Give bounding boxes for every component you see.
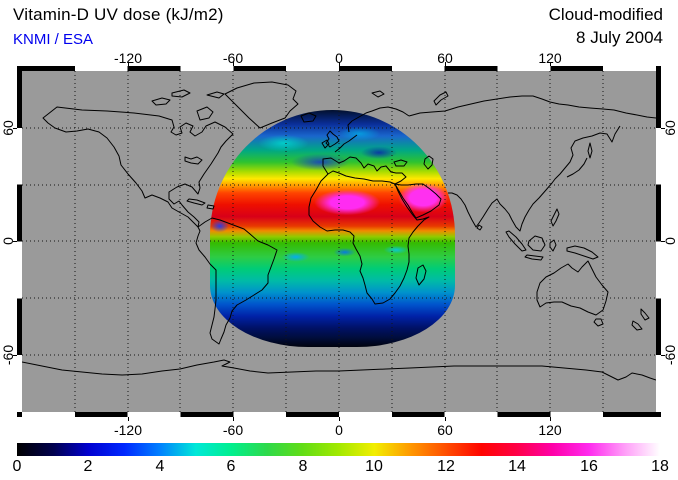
source-label: KNMI / ESA	[13, 31, 94, 48]
colorbar-tick-label: 8	[298, 458, 308, 475]
axis-tick	[233, 417, 234, 421]
lon-tick-label-bottom: -120	[113, 422, 143, 438]
lon-tick-label-top: 120	[538, 50, 562, 66]
lat-tick-label-right: 60	[662, 120, 678, 136]
lon-tick-label-top: 0	[335, 50, 343, 66]
axis-tick	[339, 62, 340, 66]
axis-tick	[13, 355, 17, 356]
coastline-se-asia-islands	[505, 208, 599, 261]
axis-tick	[550, 62, 551, 66]
coastline-iceland	[300, 112, 317, 123]
axis-tick	[661, 128, 665, 129]
coastline-new-zealand	[631, 308, 650, 331]
coastline-caribbean	[186, 198, 215, 210]
graticule	[22, 71, 656, 412]
axis-tick	[550, 417, 551, 421]
colorbar-tick-label: 16	[580, 458, 598, 475]
coastline-europe-med	[322, 156, 407, 185]
lat-tick-label-right: -60	[662, 344, 678, 366]
uv-swath-overlay	[210, 110, 455, 347]
coastline-asia-north	[408, 95, 656, 119]
axis-tick	[661, 355, 665, 356]
page-title: Vitamin-D UV dose (kJ/m2)	[13, 5, 224, 24]
lat-tick-label-left: 60	[0, 120, 16, 136]
coastline-madagascar	[415, 264, 427, 286]
coastline-greenland	[224, 81, 299, 129]
colorbar-tick-label: 0	[12, 458, 22, 475]
axis-tick	[445, 417, 446, 421]
coastline-europe-north	[334, 106, 410, 153]
mode-label: Cloud-modified	[548, 5, 663, 24]
colorbar-tick-label: 4	[155, 458, 165, 475]
coastline-asia-east	[448, 125, 621, 232]
axis-tick	[13, 241, 17, 242]
coastline-antarctica	[22, 359, 656, 381]
coastline-british-isles	[321, 130, 340, 149]
coastline-south-america	[195, 217, 278, 345]
axis-tick	[233, 62, 234, 66]
lon-tick-label-top: -60	[222, 50, 244, 66]
colorbar-tick-label: 14	[508, 458, 526, 475]
colorbar-tick-label: 10	[365, 458, 383, 475]
coastline-arabia	[394, 183, 442, 219]
lat-tick-label-right: 0	[662, 237, 678, 245]
colorbar-tick-label: 2	[83, 458, 93, 475]
map-interior	[22, 71, 656, 412]
map-overlay	[22, 71, 656, 412]
date-label: 8 July 2004	[576, 28, 663, 47]
axis-tick	[13, 128, 17, 129]
colorbar-tick-label: 18	[651, 458, 669, 475]
lon-tick-label-bottom: 0	[335, 422, 343, 438]
lon-tick-label-top: -120	[113, 50, 143, 66]
coastline-north-america	[42, 106, 234, 228]
coastline-black-caspian-seas	[393, 155, 434, 170]
coastline-arctic-islands	[151, 89, 449, 121]
lon-tick-label-bottom: -60	[222, 422, 244, 438]
colorbar-gradient	[17, 443, 660, 456]
coastline-australia	[536, 260, 609, 327]
lat-tick-label-left: 0	[0, 237, 16, 245]
axis-tick	[128, 62, 129, 66]
axis-tick	[661, 241, 665, 242]
frame-edge-bottom	[22, 412, 656, 417]
map-frame	[17, 66, 661, 417]
colorbar-tick-label: 12	[437, 458, 455, 475]
lon-tick-label-top: 60	[437, 50, 453, 66]
axis-tick	[339, 417, 340, 421]
colorbar-tick-label: 6	[226, 458, 236, 475]
lon-tick-label-bottom: 60	[437, 422, 453, 438]
lon-tick-label-bottom: 120	[538, 422, 562, 438]
axis-tick	[128, 417, 129, 421]
coastline-great-lakes	[184, 156, 203, 165]
frame-edge-left	[17, 71, 22, 412]
lat-tick-label-left: -60	[0, 344, 16, 366]
coastline-japan-sakhalin	[476, 142, 593, 231]
frame-edge-top	[22, 66, 656, 71]
axis-tick	[445, 62, 446, 66]
frame-edge-right	[656, 71, 661, 412]
coastline-africa	[308, 170, 430, 305]
coastlines	[22, 81, 656, 381]
